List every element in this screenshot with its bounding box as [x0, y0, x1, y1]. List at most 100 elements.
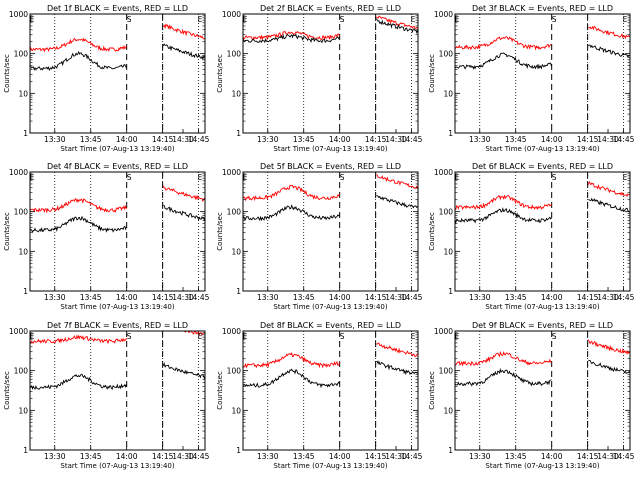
- marker-label: E: [455, 173, 460, 182]
- y-tick-label: 10: [18, 89, 28, 98]
- marker-label: S: [127, 332, 132, 341]
- panel-title: Det 9f BLACK = Events, RED = LLD: [472, 321, 613, 330]
- x-axis-label: Start Time (07-Aug-13 13:19:40): [273, 303, 387, 311]
- marker-label: E: [411, 332, 416, 341]
- marker-label: S: [127, 173, 132, 182]
- events-series-line: [376, 18, 418, 34]
- x-tick-label: 14:15: [152, 293, 174, 302]
- x-tick-label: 14:00: [329, 293, 351, 302]
- lld-series-line: [376, 174, 418, 189]
- marker-label: E: [623, 332, 628, 341]
- events-series-line: [243, 33, 340, 44]
- x-tick-label: 14:45: [613, 135, 635, 144]
- marker-label: E: [623, 15, 628, 24]
- panel-9: Det 9f BLACK = Events, RED = LLD E S E 1 10 10…: [428, 321, 635, 470]
- x-tick-label: 14:45: [188, 293, 210, 302]
- x-tick-label: 14:00: [541, 135, 563, 144]
- marker-label: S: [340, 173, 345, 182]
- lld-series-line: [587, 339, 630, 356]
- panel-title: Det 6f BLACK = Events, RED = LLD: [472, 162, 613, 171]
- x-tick-label: 13:30: [257, 135, 279, 144]
- y-tick-label: 1000: [434, 168, 453, 177]
- x-tick-label: 13:30: [44, 293, 66, 302]
- x-tick-label: 14:45: [188, 452, 210, 461]
- lld-series-line: [163, 23, 205, 40]
- panel-title: Det 3f BLACK = Events, RED = LLD: [472, 4, 613, 13]
- y-tick-label: 1: [236, 446, 241, 455]
- plot-frame: [29, 330, 206, 451]
- x-tick-label: 13:30: [44, 452, 66, 461]
- x-tick-label: 14:30: [597, 293, 619, 302]
- events-series-line: [455, 52, 552, 70]
- x-tick-label: 13:30: [469, 293, 491, 302]
- lld-series-line: [243, 30, 340, 41]
- y-axis-label: Counts/sec: [428, 371, 436, 410]
- x-tick-label: 14:00: [541, 293, 563, 302]
- lld-series-line: [30, 198, 127, 214]
- marker-label: S: [552, 173, 557, 182]
- x-tick-label: 14:00: [541, 452, 563, 461]
- panel-7: Det 7f BLACK = Events, RED = LLD E S E 1 10 10…: [3, 321, 210, 470]
- marker-label: E: [30, 15, 35, 24]
- panel-title: Det 7f BLACK = Events, RED = LLD: [47, 321, 188, 330]
- y-tick-label: 100: [439, 50, 454, 59]
- x-tick-label: 14:15: [365, 135, 387, 144]
- events-series-line: [243, 368, 340, 389]
- lld-series-line: [588, 25, 630, 40]
- x-tick-label: 14:00: [116, 135, 138, 144]
- marker-label: E: [243, 173, 248, 182]
- x-axis-label: Start Time (07-Aug-13 13:19:40): [273, 145, 387, 153]
- y-tick-label: 100: [14, 50, 29, 59]
- x-tick-label: 13:45: [505, 452, 527, 461]
- y-axis-label: Counts/sec: [3, 212, 11, 251]
- x-axis-label: Start Time (07-Aug-13 13:19:40): [60, 145, 174, 153]
- x-tick-label: 14:30: [172, 293, 194, 302]
- plot-frame: [454, 330, 631, 451]
- y-tick-label: 100: [439, 367, 454, 376]
- x-tick-label: 14:45: [401, 135, 423, 144]
- marker-label: E: [455, 332, 460, 341]
- x-axis-label: Start Time (07-Aug-13 13:19:40): [60, 462, 174, 470]
- y-tick-label: 10: [18, 247, 28, 256]
- marker-label: E: [411, 173, 416, 182]
- x-axis-label: Start Time (07-Aug-13 13:19:40): [485, 145, 599, 153]
- panel-6: Det 6f BLACK = Events, RED = LLD E S E 1 10 10…: [428, 162, 635, 311]
- y-tick-label: 100: [227, 367, 242, 376]
- y-tick-label: 1000: [9, 327, 28, 336]
- events-series-line: [376, 195, 418, 209]
- lld-series-line: [243, 184, 340, 202]
- x-tick-label: 14:30: [385, 452, 407, 461]
- y-tick-label: 10: [443, 89, 453, 98]
- x-tick-label: 14:15: [365, 452, 387, 461]
- y-tick-label: 1: [448, 129, 453, 138]
- lld-series-line: [587, 180, 630, 197]
- x-tick-label: 13:45: [80, 293, 102, 302]
- x-tick-label: 14:30: [385, 293, 407, 302]
- y-tick-label: 1: [23, 446, 28, 455]
- panel-1: Det 1f BLACK = Events, RED = LLD E S E 1 10 10…: [3, 4, 210, 153]
- panel-8: Det 8f BLACK = Events, RED = LLD E S E 1 10 10…: [216, 321, 423, 470]
- marker-label: E: [198, 332, 203, 341]
- x-tick-label: 14:30: [172, 452, 194, 461]
- events-series-line: [455, 207, 552, 224]
- y-axis-label: Counts/sec: [216, 371, 224, 410]
- y-tick-label: 1000: [222, 327, 241, 336]
- x-tick-label: 14:00: [329, 135, 351, 144]
- events-series-line: [455, 367, 552, 387]
- x-tick-label: 14:15: [365, 293, 387, 302]
- lld-series-line: [455, 194, 552, 211]
- marker-label: E: [623, 173, 628, 182]
- y-axis-label: Counts/sec: [3, 54, 11, 93]
- events-series-line: [162, 362, 205, 379]
- y-tick-label: 1000: [222, 10, 241, 19]
- y-tick-label: 1: [23, 129, 28, 138]
- panel-2: Det 2f BLACK = Events, RED = LLD E S E 1 10 10…: [216, 4, 423, 153]
- y-tick-label: 1000: [222, 168, 241, 177]
- marker-label: S: [340, 15, 345, 24]
- marker-label: S: [340, 332, 345, 341]
- x-tick-label: 14:30: [172, 135, 194, 144]
- x-tick-label: 14:45: [188, 135, 210, 144]
- x-tick-label: 13:45: [293, 293, 315, 302]
- x-tick-label: 14:45: [401, 452, 423, 461]
